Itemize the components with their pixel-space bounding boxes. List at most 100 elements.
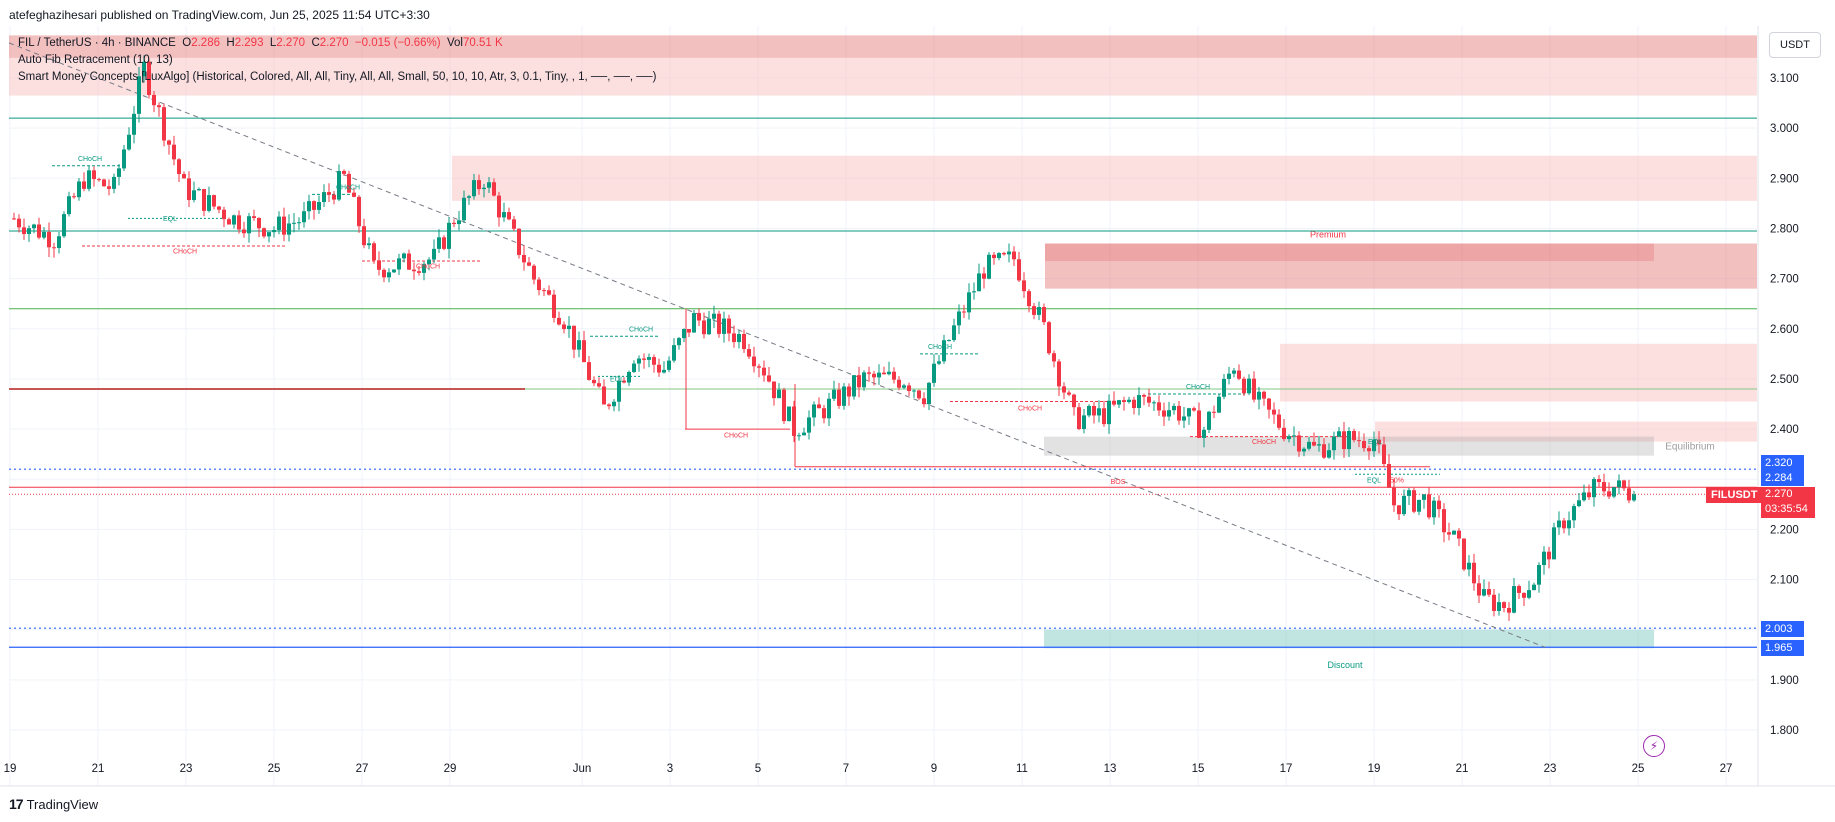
indicator-smc[interactable]: Smart Money Concepts [LuxAlgo] (Historic… [18, 71, 657, 83]
candle-bull [1572, 506, 1576, 521]
candle-bear [982, 273, 986, 279]
indicator-fib[interactable]: Auto Fib Retracement (10, 13) [18, 54, 173, 66]
time-tick-label: 27 [1720, 763, 1733, 775]
candle-bear [1622, 480, 1626, 489]
candle-bull [987, 254, 991, 279]
candle-bull [272, 229, 276, 233]
candle-bull [1207, 411, 1211, 430]
candle-bull [737, 334, 741, 343]
candle-bull [612, 401, 616, 407]
candle-bull [32, 224, 36, 229]
candle-bull [617, 380, 621, 402]
smc-label: CHoCH [336, 184, 360, 191]
candle-bear [687, 329, 691, 333]
price-tick-label: 2.200 [1770, 524, 1799, 536]
candle-bear [152, 94, 156, 106]
candle-bear [542, 290, 546, 292]
candle-bear [242, 229, 246, 234]
candle-bull [932, 363, 936, 383]
candle-bull [1612, 487, 1616, 497]
candle-bull [1542, 551, 1546, 566]
candle-bear [342, 171, 346, 174]
candle-bull [1327, 450, 1331, 458]
supply-zone [1375, 421, 1757, 442]
candle-bear [922, 398, 926, 405]
candle-bear [257, 218, 261, 229]
premium-label: Premium [1310, 229, 1346, 239]
candle-bull [1577, 500, 1581, 507]
candle-bear [477, 180, 481, 190]
candle-bear [217, 206, 221, 210]
candle-bear [1392, 487, 1396, 506]
footer-brand[interactable]: 17 TradingView [9, 796, 98, 812]
candle-bear [1027, 291, 1031, 307]
candle-bear [1442, 509, 1446, 533]
candle-bear [1357, 440, 1361, 442]
candle-bull [927, 382, 931, 405]
candle-bull [1482, 589, 1486, 596]
candle-bear [592, 379, 596, 384]
candle-bear [252, 216, 256, 219]
candle-bull [1317, 444, 1321, 446]
supply-zone [9, 35, 1757, 58]
candle-bear [597, 383, 601, 387]
candle-bull [877, 372, 881, 378]
candle-bear [1262, 391, 1266, 399]
legend-symbol[interactable]: FIL / TetherUS · 4h · BINANCE [18, 37, 176, 49]
candle-bear [1062, 386, 1066, 393]
price-axis: 3.100 3.000 2.900 2.800 2.700 2.600 2.500 2.400… [1757, 26, 1799, 786]
candle-bear [262, 228, 266, 237]
price-tick-label: 2.700 [1770, 274, 1799, 286]
candle-bear [1427, 494, 1431, 518]
candle-bull [1007, 251, 1011, 255]
currency-button[interactable]: USDT [1769, 32, 1821, 58]
candle-bear [1517, 586, 1521, 593]
legend-ohlc: FIL / TetherUS · 4h · BINANCE O2.286 H2.… [18, 35, 656, 52]
candle-bull [977, 273, 981, 292]
candle-bear [1282, 427, 1286, 440]
candle-bull [1202, 429, 1206, 438]
candle-bear [642, 358, 646, 360]
candle-bear [347, 173, 351, 193]
legend-change: −0.015 (−0.66%) [354, 37, 441, 49]
bolt-icon[interactable]: ⚡ [1643, 735, 1665, 757]
legend-low: 2.270 [276, 37, 306, 49]
candle-bull [42, 231, 46, 238]
candle-bear [352, 192, 356, 197]
candle-bull [1167, 410, 1171, 417]
candle-bull [297, 222, 301, 224]
candle-bear [72, 196, 76, 198]
candle-bear [1297, 435, 1301, 452]
candle-bull [287, 223, 291, 235]
candle-bull [1247, 378, 1251, 394]
candle-bear [1477, 583, 1481, 596]
candle-bear [1362, 440, 1366, 449]
candle-bull [787, 406, 791, 422]
candle-bull [142, 61, 146, 77]
candle-bear [1052, 353, 1056, 362]
candle-bear [147, 61, 151, 95]
candle-bull [827, 398, 831, 419]
candle-bull [1332, 436, 1336, 451]
candle-bear [237, 215, 241, 230]
candle-bear [1242, 378, 1246, 394]
candle-bear [182, 174, 186, 179]
candle-bull [247, 216, 251, 234]
candle-bear [1602, 482, 1606, 492]
smc-label: CHoCH [724, 433, 748, 440]
candle-bear [872, 373, 876, 378]
candle-bear [1147, 396, 1151, 403]
candle-bull [1432, 500, 1436, 518]
candle-bull [1497, 602, 1501, 611]
candle-bull [337, 171, 341, 200]
price-tick-label: 3.000 [1770, 123, 1799, 135]
candle-bear [762, 367, 766, 376]
candle-bear [222, 209, 226, 220]
time-tick-label: 23 [180, 763, 193, 775]
price-tick-label: 2.600 [1770, 324, 1799, 336]
order-block [1045, 243, 1654, 262]
smc-label: CHoCH [416, 264, 440, 271]
time-tick-label: 25 [1632, 763, 1645, 775]
candle-bull [77, 181, 81, 198]
